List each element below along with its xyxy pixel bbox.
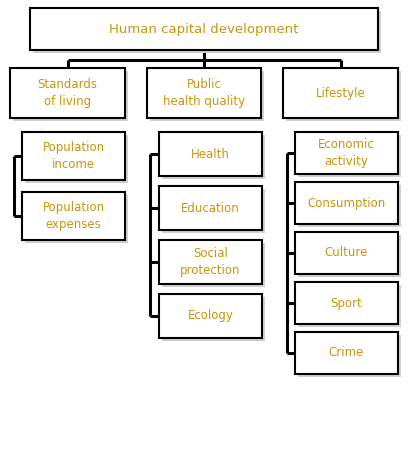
Text: Population
expenses: Population expenses	[42, 201, 104, 231]
Text: Health: Health	[191, 147, 230, 160]
Text: Population
income: Population income	[42, 141, 104, 171]
FancyBboxPatch shape	[150, 71, 264, 121]
FancyBboxPatch shape	[25, 195, 128, 243]
Text: Standards
of living: Standards of living	[38, 78, 98, 108]
FancyBboxPatch shape	[147, 68, 261, 118]
Text: Consumption: Consumption	[307, 196, 386, 210]
FancyBboxPatch shape	[295, 282, 398, 324]
FancyBboxPatch shape	[286, 71, 401, 121]
Text: Human capital development: Human capital development	[109, 23, 299, 35]
FancyBboxPatch shape	[295, 182, 398, 224]
Text: Culture: Culture	[325, 246, 368, 260]
FancyBboxPatch shape	[298, 135, 401, 177]
Text: Crime: Crime	[329, 346, 364, 360]
Text: Public
health quality: Public health quality	[163, 78, 245, 108]
FancyBboxPatch shape	[22, 192, 125, 240]
FancyBboxPatch shape	[283, 68, 398, 118]
Text: Sport: Sport	[330, 296, 362, 310]
FancyBboxPatch shape	[22, 132, 125, 180]
FancyBboxPatch shape	[33, 11, 381, 53]
FancyBboxPatch shape	[298, 285, 401, 327]
FancyBboxPatch shape	[295, 332, 398, 374]
FancyBboxPatch shape	[159, 132, 262, 176]
Text: Ecology: Ecology	[188, 310, 233, 322]
FancyBboxPatch shape	[162, 189, 265, 233]
FancyBboxPatch shape	[159, 294, 262, 338]
FancyBboxPatch shape	[162, 297, 265, 341]
FancyBboxPatch shape	[30, 8, 378, 50]
FancyBboxPatch shape	[25, 135, 128, 183]
Text: Education: Education	[181, 202, 240, 214]
FancyBboxPatch shape	[295, 232, 398, 274]
FancyBboxPatch shape	[10, 68, 125, 118]
FancyBboxPatch shape	[159, 240, 262, 284]
FancyBboxPatch shape	[298, 185, 401, 227]
FancyBboxPatch shape	[298, 235, 401, 277]
Text: Economic
activity: Economic activity	[318, 138, 375, 168]
FancyBboxPatch shape	[298, 335, 401, 377]
FancyBboxPatch shape	[13, 71, 128, 121]
Text: Lifestyle: Lifestyle	[316, 86, 366, 100]
Text: Social
protection: Social protection	[180, 247, 241, 277]
FancyBboxPatch shape	[159, 186, 262, 230]
FancyBboxPatch shape	[162, 135, 265, 179]
FancyBboxPatch shape	[162, 243, 265, 287]
FancyBboxPatch shape	[295, 132, 398, 174]
